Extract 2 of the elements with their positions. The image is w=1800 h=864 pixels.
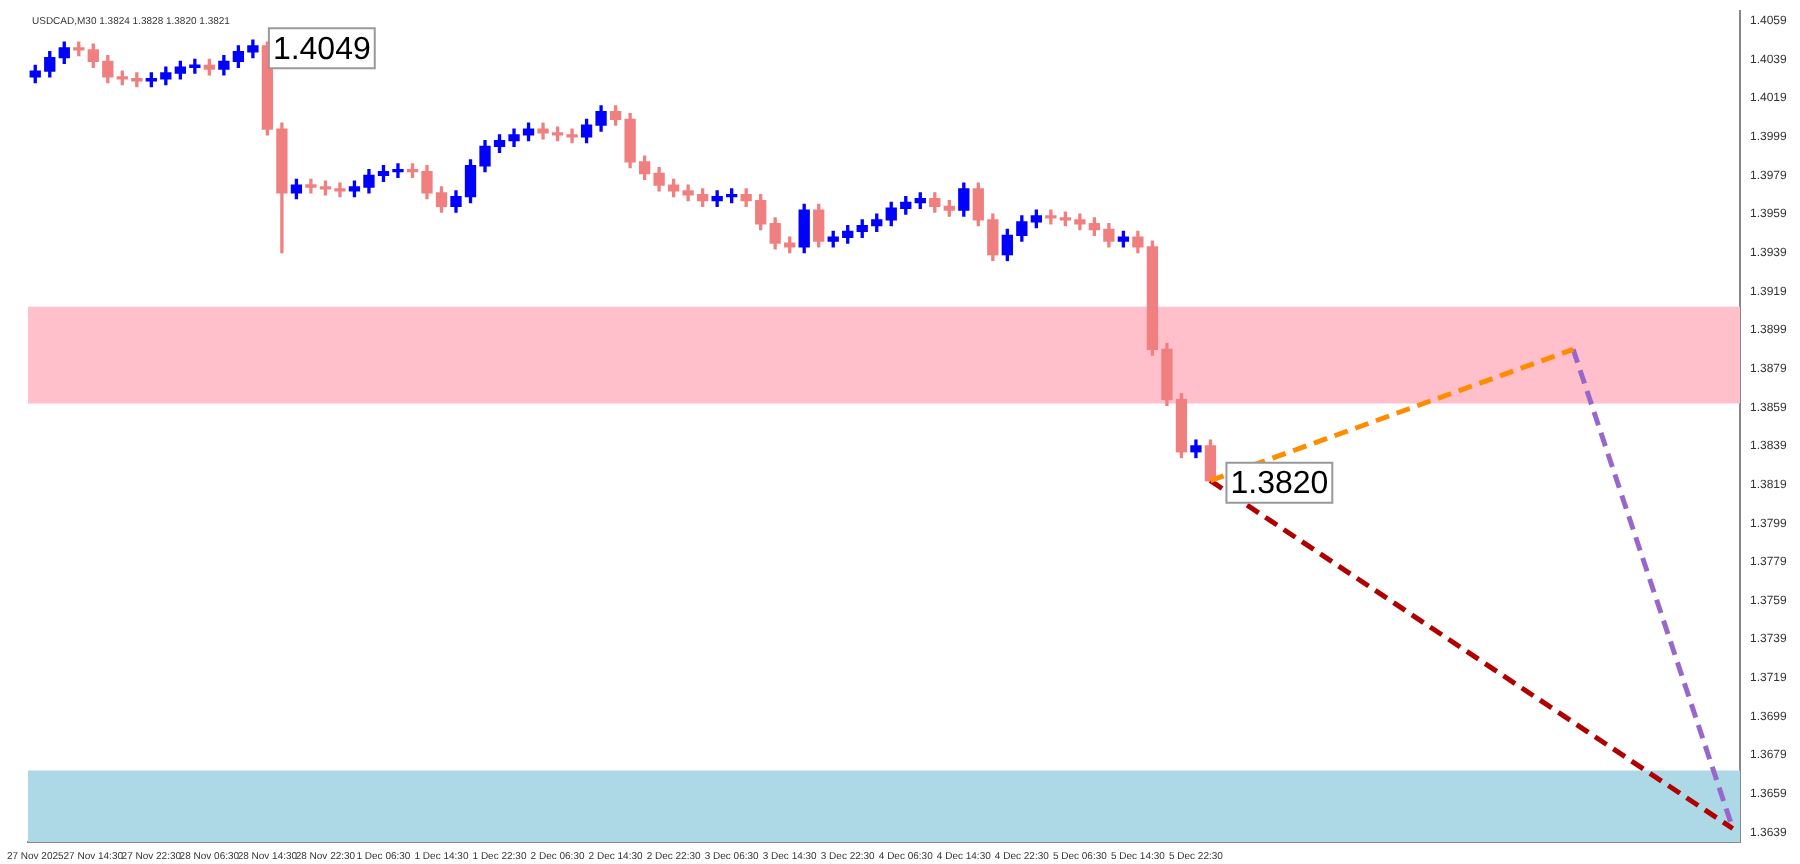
annotation: 1.3820 — [1230, 467, 1329, 502]
annotation: 1.4049 — [272, 32, 371, 67]
